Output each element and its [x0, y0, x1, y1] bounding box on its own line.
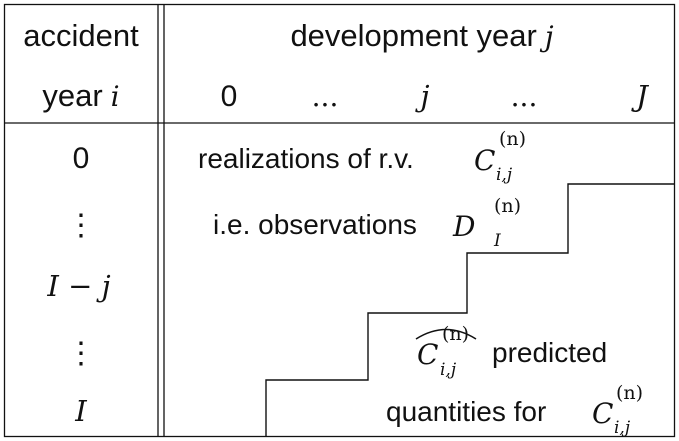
symbol-C-hat-ij-n: C (n) i,j [415, 323, 477, 380]
svg-text:C: C [474, 144, 495, 177]
svg-text:(n): (n) [442, 323, 469, 345]
svg-text:i,j: i,j [496, 165, 513, 185]
column-label-0: 0 [221, 80, 238, 113]
row-label-vdots-1: ⋮ [66, 208, 96, 243]
column-label-dots-1: ... [312, 80, 339, 113]
svg-text:I: I [493, 231, 501, 251]
accident-index-symbol: i [111, 80, 120, 113]
hat-accent [415, 328, 477, 340]
svg-text:(n): (n) [494, 195, 521, 217]
realizations-text: realizations of r.v. [198, 143, 414, 174]
symbol-D-I-n: D (n) I [452, 195, 521, 251]
development-year-label: development year j [290, 18, 553, 53]
column-label-dots-2: ... [511, 80, 538, 113]
row-label-I: I [74, 394, 87, 428]
svg-text:i,j: i,j [440, 360, 457, 380]
svg-text:D: D [452, 210, 475, 243]
svg-text:i,j: i,j [614, 418, 631, 438]
symbol-C-ij-n-predicted: C (n) i,j [592, 382, 643, 438]
svg-text:C: C [592, 397, 613, 430]
diagonal-staircase [265, 183, 675, 437]
accident-year-label: year i [42, 78, 119, 113]
svg-text:(n): (n) [499, 128, 526, 150]
svg-text:(n): (n) [616, 382, 643, 404]
row-label-I-minus-j: I − j [46, 269, 110, 303]
row-label-0: 0 [73, 142, 90, 175]
development-index-symbol: j [539, 20, 554, 53]
column-label-J: J [631, 79, 649, 113]
row-label-vdots-2: ⋮ [66, 336, 96, 371]
predicted-text: predicted [492, 337, 607, 368]
accident-label: accident [23, 18, 139, 53]
table-border [3, 3, 676, 438]
quantities-text: quantities for [386, 396, 546, 427]
symbol-C-ij-n-observed: C (n) i,j [474, 128, 526, 185]
observations-text: i.e. observations [213, 209, 417, 240]
column-label-j: j [415, 79, 430, 113]
svg-text:C: C [417, 338, 438, 371]
